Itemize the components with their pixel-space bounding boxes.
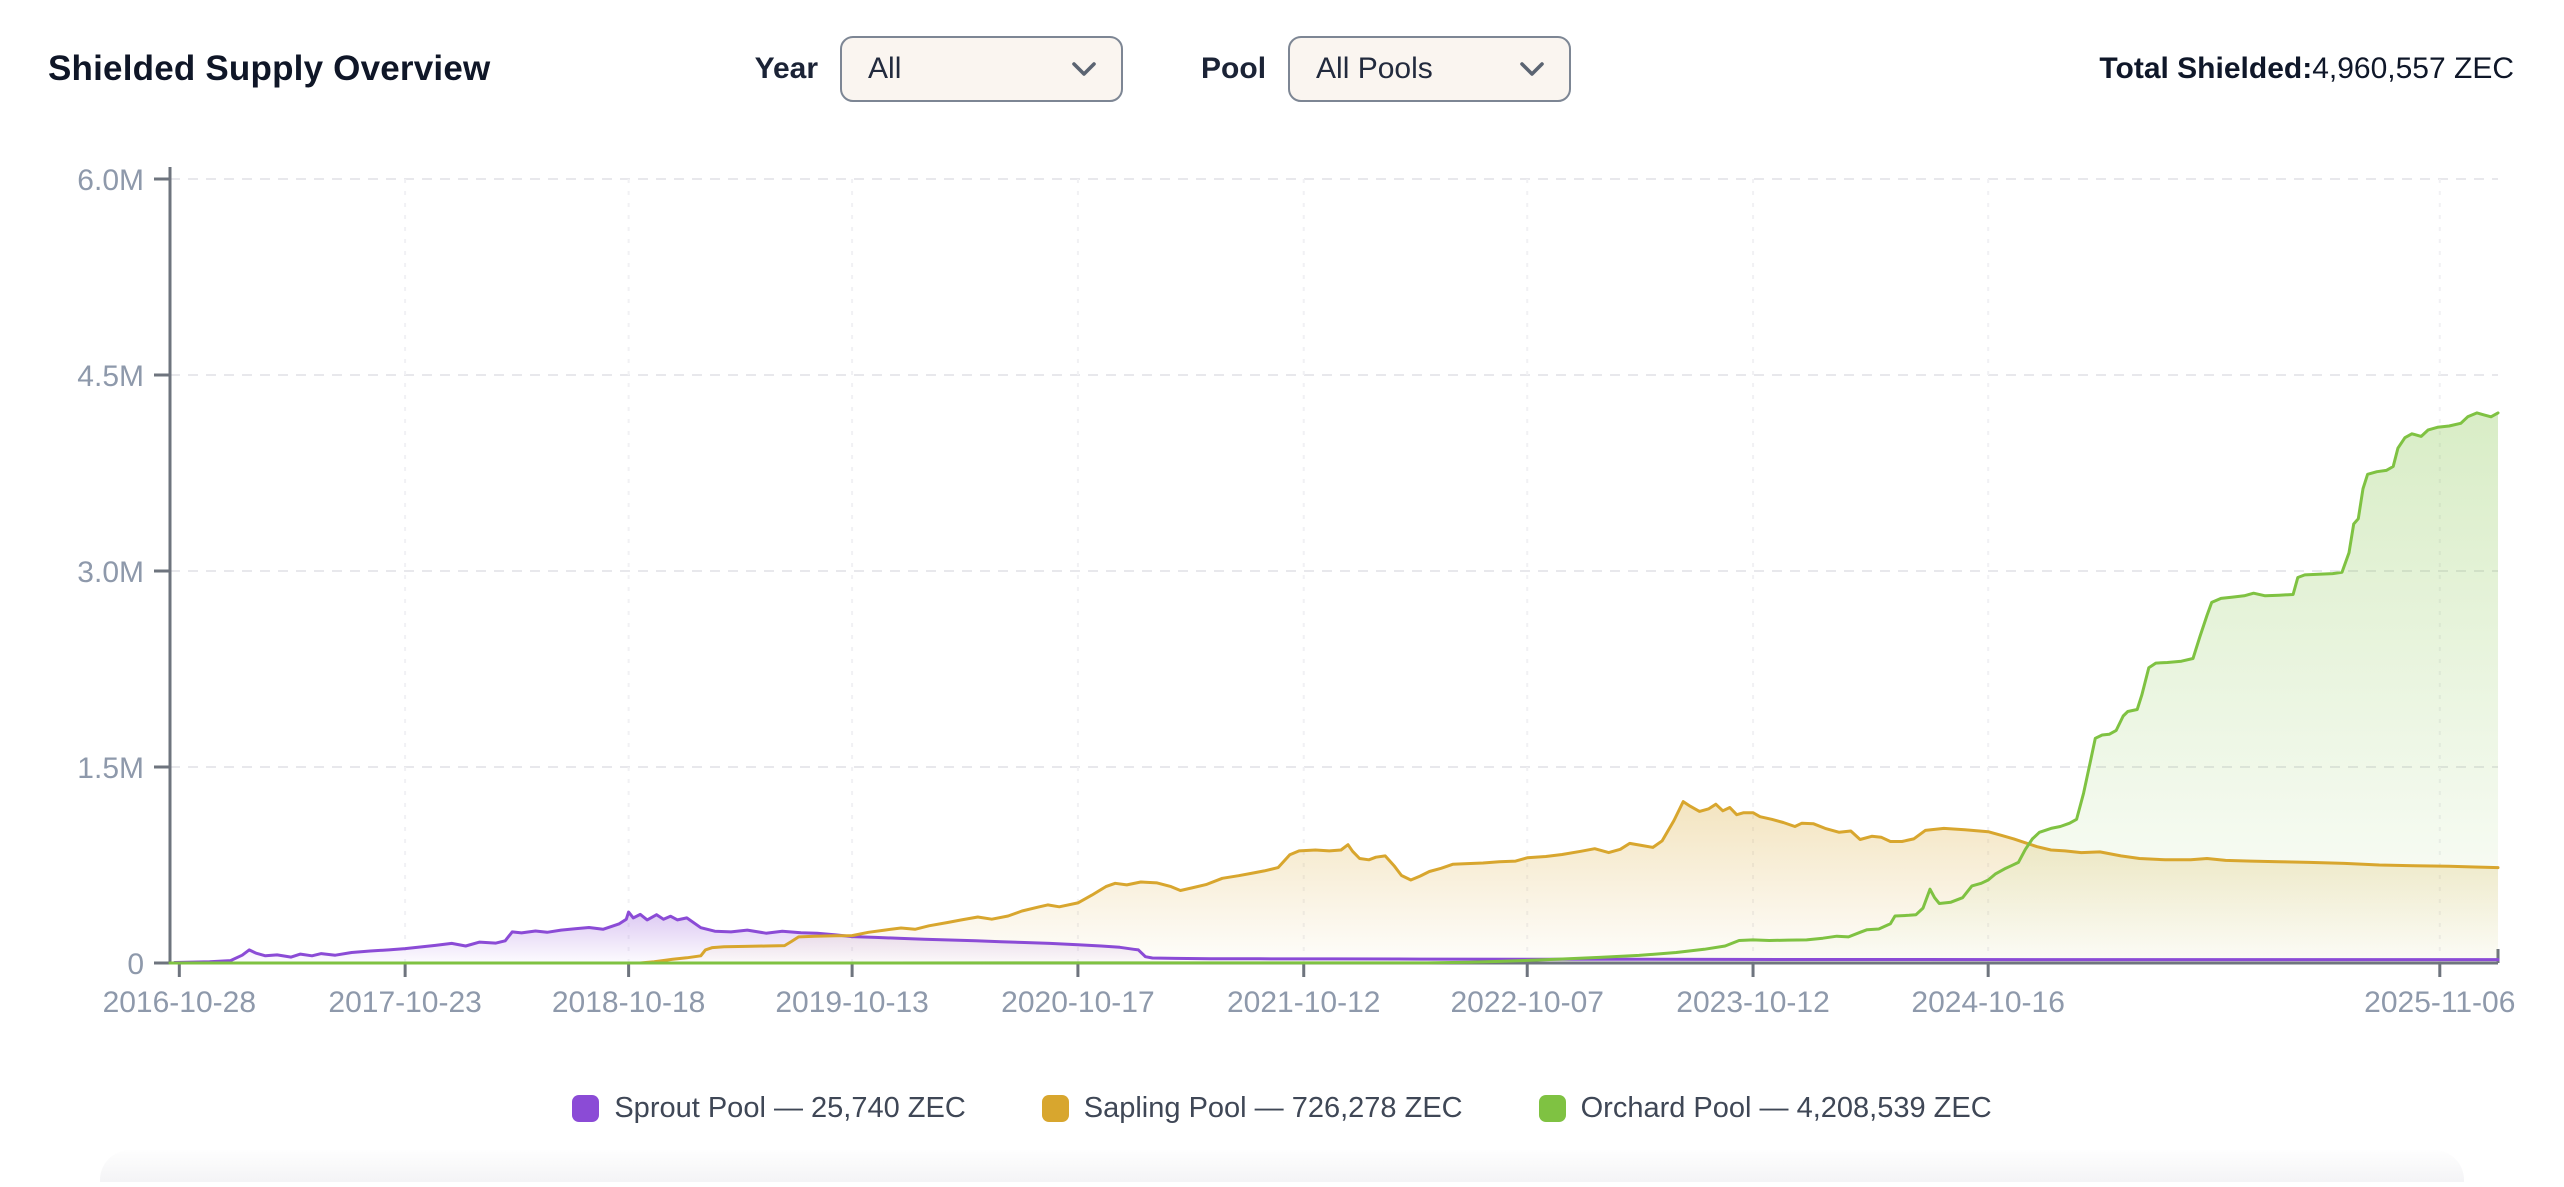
y-axis-tick-label: 1.5M	[77, 752, 144, 785]
header: Shielded Supply Overview Year All Pool A…	[48, 32, 2514, 106]
x-axis-tick-label: 2020-10-17	[1001, 986, 1154, 1019]
total-shielded-value: 4,960,557 ZEC	[2312, 52, 2514, 85]
total-shielded-label: Total Shielded:	[2099, 52, 2313, 85]
pool-label: Pool	[1201, 52, 1267, 85]
orchard-pool-line	[168, 411, 2500, 965]
legend-label: Orchard Pool — 4,208,539 ZEC	[1580, 1091, 1992, 1124]
legend-item-sprout-pool[interactable]: Sprout Pool — 25,740 ZEC	[572, 1091, 966, 1125]
x-axis-tick-label: 2016-10-28	[103, 986, 256, 1019]
chevron-down-icon	[1520, 62, 1544, 76]
year-select[interactable]: All	[840, 36, 1124, 102]
pool-filter-group: Pool All Pools	[1201, 36, 1572, 102]
legend-label: Sapling Pool — 726,278 ZEC	[1083, 1091, 1463, 1124]
legend-item-orchard-pool[interactable]: Orchard Pool — 4,208,539 ZEC	[1538, 1091, 1992, 1125]
x-axis-tick-label: 2019-10-13	[775, 986, 928, 1019]
y-axis-tick-label: 6.0M	[77, 164, 144, 197]
chevron-down-icon	[1072, 62, 1096, 76]
pool-select-value: All Pools	[1316, 52, 1433, 85]
legend-swatch-icon	[1538, 1094, 1566, 1122]
chart-legend: Sprout Pool — 25,740 ZEC Sapling Pool — 7…	[0, 1083, 2564, 1133]
year-select-value: All	[868, 52, 902, 85]
pool-select[interactable]: All Pools	[1288, 36, 1572, 102]
filter-controls: Year All Pool All Pools	[754, 36, 1572, 102]
next-section-card-top	[100, 1150, 2464, 1182]
page-title: Shielded Supply Overview	[48, 49, 491, 88]
legend-swatch-icon	[1041, 1094, 1069, 1122]
total-shielded: Total Shielded:4,960,557 ZEC	[2099, 52, 2514, 86]
y-axis-tick-label: 3.0M	[77, 556, 144, 589]
x-axis-tick-label: 2021-10-12	[1227, 986, 1380, 1019]
sapling-pool-line	[638, 800, 2500, 965]
x-axis-tick-label: 2024-10-16	[1911, 986, 2064, 1019]
legend-item-sapling-pool[interactable]: Sapling Pool — 726,278 ZEC	[1041, 1091, 1463, 1125]
legend-swatch-icon	[572, 1094, 600, 1122]
x-axis-tick-label: 2018-10-18	[552, 986, 705, 1019]
year-label: Year	[754, 52, 819, 85]
x-axis-tick-label: 2025-11-06	[2364, 986, 2515, 1019]
orchard-pool-area	[170, 412, 2498, 963]
year-filter-group: Year All	[754, 36, 1124, 102]
x-axis-tick-label: 2017-10-23	[328, 986, 481, 1019]
legend-label: Sprout Pool — 25,740 ZEC	[614, 1091, 966, 1124]
y-axis-tick-label: 0	[127, 948, 144, 981]
y-axis-tick-label: 4.5M	[77, 360, 144, 393]
x-axis-tick-label: 2023-10-12	[1676, 986, 1829, 1019]
sprout-pool-line	[173, 910, 2500, 964]
x-axis-tick-label: 2022-10-07	[1450, 986, 1603, 1019]
